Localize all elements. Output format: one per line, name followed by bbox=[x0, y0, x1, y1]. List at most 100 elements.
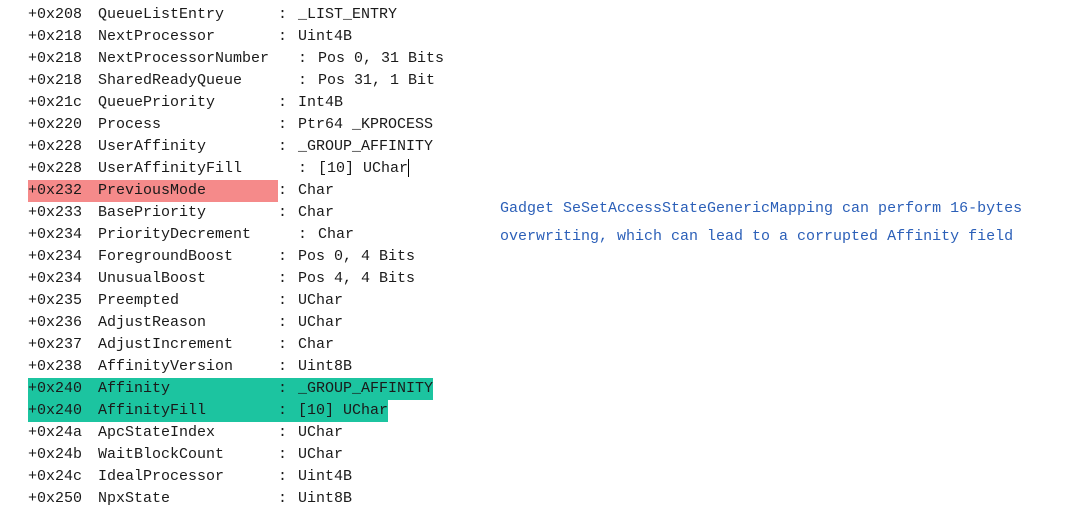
struct-field: Preempted bbox=[98, 290, 278, 312]
struct-type: Pos 0, 31 Bits bbox=[318, 48, 444, 70]
struct-field: AdjustReason bbox=[98, 312, 278, 334]
struct-line: +0x237AdjustIncrement:Char bbox=[28, 334, 1080, 356]
annotation: Gadget SeSetAccessStateGenericMapping ca… bbox=[500, 195, 1040, 251]
struct-line: +0x24bWaitBlockCount:UChar bbox=[28, 444, 1080, 466]
struct-line: +0x218NextProcessorNumber:Pos 0, 31 Bits bbox=[28, 48, 1080, 70]
struct-colon: : bbox=[278, 444, 298, 466]
struct-offset: +0x238 bbox=[28, 356, 98, 378]
struct-colon: : bbox=[278, 400, 298, 422]
struct-offset: +0x234 bbox=[28, 224, 98, 246]
struct-offset: +0x218 bbox=[28, 70, 98, 92]
struct-type: _GROUP_AFFINITY bbox=[298, 378, 433, 400]
struct-field: BasePriority bbox=[98, 202, 278, 224]
struct-field: ApcStateIndex bbox=[98, 422, 278, 444]
struct-line: +0x218SharedReadyQueue:Pos 31, 1 Bit bbox=[28, 70, 1080, 92]
struct-type: Int4B bbox=[298, 92, 343, 114]
struct-colon: : bbox=[278, 422, 298, 444]
struct-offset: +0x235 bbox=[28, 290, 98, 312]
struct-colon: : bbox=[278, 334, 298, 356]
struct-field: Affinity bbox=[98, 378, 278, 400]
struct-field: UnusualBoost bbox=[98, 268, 278, 290]
struct-line: +0x235Preempted:UChar bbox=[28, 290, 1080, 312]
struct-line: +0x236AdjustReason:UChar bbox=[28, 312, 1080, 334]
struct-colon: : bbox=[278, 488, 298, 510]
struct-offset: +0x233 bbox=[28, 202, 98, 224]
struct-type: Pos 31, 1 Bit bbox=[318, 70, 435, 92]
struct-line: +0x240Affinity:_GROUP_AFFINITY bbox=[28, 378, 1080, 400]
struct-offset: +0x208 bbox=[28, 4, 98, 26]
struct-colon: : bbox=[278, 26, 298, 48]
struct-field: WaitBlockCount bbox=[98, 444, 278, 466]
struct-field: QueuePriority bbox=[98, 92, 278, 114]
struct-type: Uint8B bbox=[298, 356, 352, 378]
struct-field: PriorityDecrement bbox=[98, 224, 298, 246]
struct-offset: +0x24c bbox=[28, 466, 98, 488]
struct-field: ForegroundBoost bbox=[98, 246, 278, 268]
struct-line: +0x228UserAffinity:_GROUP_AFFINITY bbox=[28, 136, 1080, 158]
struct-type: Uint4B bbox=[298, 26, 352, 48]
struct-line: +0x24aApcStateIndex:UChar bbox=[28, 422, 1080, 444]
struct-type: Char bbox=[318, 224, 354, 246]
struct-colon: : bbox=[278, 4, 298, 26]
struct-type: [10] UChar bbox=[318, 158, 408, 180]
struct-colon: : bbox=[298, 48, 318, 70]
struct-type: Char bbox=[298, 334, 334, 356]
struct-offset: +0x21c bbox=[28, 92, 98, 114]
struct-line: +0x238AffinityVersion:Uint8B bbox=[28, 356, 1080, 378]
struct-line: +0x24cIdealProcessor:Uint4B bbox=[28, 466, 1080, 488]
struct-colon: : bbox=[278, 136, 298, 158]
struct-line: +0x240AffinityFill:[10] UChar bbox=[28, 400, 1080, 422]
struct-field: AdjustIncrement bbox=[98, 334, 278, 356]
struct-colon: : bbox=[278, 246, 298, 268]
struct-type: Pos 0, 4 Bits bbox=[298, 246, 415, 268]
struct-offset: +0x218 bbox=[28, 26, 98, 48]
struct-colon: : bbox=[278, 268, 298, 290]
struct-field: UserAffinityFill bbox=[98, 158, 298, 180]
struct-colon: : bbox=[278, 378, 298, 400]
struct-type: Char bbox=[298, 202, 334, 224]
struct-offset: +0x234 bbox=[28, 268, 98, 290]
struct-field: AffinityFill bbox=[98, 400, 278, 422]
struct-field: Process bbox=[98, 114, 278, 136]
struct-type: UChar bbox=[298, 312, 343, 334]
struct-type: Pos 4, 4 Bits bbox=[298, 268, 415, 290]
struct-field: UserAffinity bbox=[98, 136, 278, 158]
struct-offset: +0x232 bbox=[28, 180, 98, 202]
text-cursor bbox=[408, 159, 409, 177]
struct-type: _GROUP_AFFINITY bbox=[298, 136, 433, 158]
struct-field: AffinityVersion bbox=[98, 356, 278, 378]
struct-type: Char bbox=[298, 180, 334, 202]
struct-colon: : bbox=[298, 70, 318, 92]
struct-colon: : bbox=[278, 180, 298, 202]
struct-line: +0x228UserAffinityFill:[10] UChar bbox=[28, 158, 1080, 180]
struct-colon: : bbox=[278, 356, 298, 378]
struct-type: Uint4B bbox=[298, 466, 352, 488]
struct-line: +0x208QueueListEntry:_LIST_ENTRY bbox=[28, 4, 1080, 26]
struct-field: NextProcessor bbox=[98, 26, 278, 48]
struct-type: UChar bbox=[298, 290, 343, 312]
struct-offset: +0x220 bbox=[28, 114, 98, 136]
struct-line: +0x250NpxState:Uint8B bbox=[28, 488, 1080, 510]
struct-type: [10] UChar bbox=[298, 400, 388, 422]
struct-offset: +0x240 bbox=[28, 378, 98, 400]
struct-offset: +0x228 bbox=[28, 136, 98, 158]
struct-line: +0x218NextProcessor:Uint4B bbox=[28, 26, 1080, 48]
struct-field: QueueListEntry bbox=[98, 4, 278, 26]
struct-colon: : bbox=[298, 158, 318, 180]
struct-offset: +0x24a bbox=[28, 422, 98, 444]
struct-field: IdealProcessor bbox=[98, 466, 278, 488]
struct-field: SharedReadyQueue bbox=[98, 70, 298, 92]
struct-offset: +0x228 bbox=[28, 158, 98, 180]
struct-type: _LIST_ENTRY bbox=[298, 4, 397, 26]
struct-colon: : bbox=[278, 466, 298, 488]
struct-colon: : bbox=[298, 224, 318, 246]
struct-offset: +0x234 bbox=[28, 246, 98, 268]
struct-offset: +0x236 bbox=[28, 312, 98, 334]
struct-colon: : bbox=[278, 312, 298, 334]
struct-field: NpxState bbox=[98, 488, 278, 510]
struct-type: Ptr64 _KPROCESS bbox=[298, 114, 433, 136]
struct-line: +0x220Process:Ptr64 _KPROCESS bbox=[28, 114, 1080, 136]
struct-type: UChar bbox=[298, 422, 343, 444]
struct-colon: : bbox=[278, 92, 298, 114]
struct-type: Uint8B bbox=[298, 488, 352, 510]
